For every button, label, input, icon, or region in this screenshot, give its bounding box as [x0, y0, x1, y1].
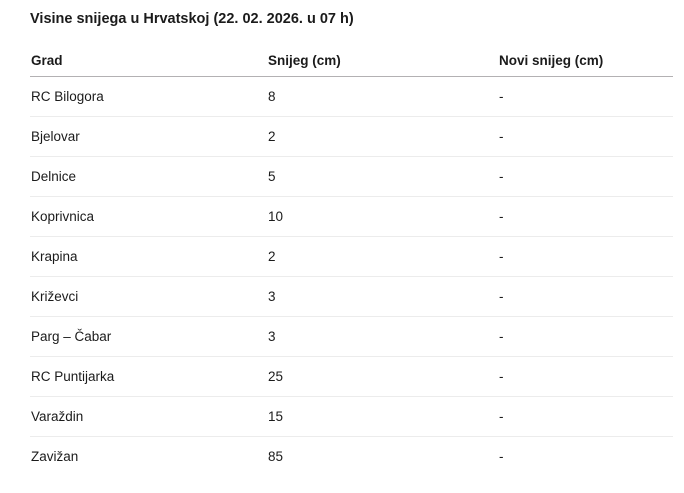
cell-snijeg: 2	[267, 116, 498, 157]
cell-grad: Krapina	[30, 236, 267, 277]
cell-grad: Parg – Čabar	[30, 316, 267, 357]
cell-grad: RC Puntijarka	[30, 356, 267, 397]
cell-novi-snijeg: -	[498, 156, 673, 197]
cell-novi-snijeg: -	[498, 116, 673, 157]
table-row: Križevci 3 -	[30, 276, 673, 317]
column-header-novi-snijeg: Novi snijeg (cm)	[498, 53, 673, 77]
page: Visine snijega u Hrvatskoj (22. 02. 2026…	[30, 11, 673, 476]
page-title: Visine snijega u Hrvatskoj (22. 02. 2026…	[30, 11, 354, 27]
table-row: Krapina 2 -	[30, 236, 673, 277]
table-row: Delnice 5 -	[30, 156, 673, 197]
cell-snijeg: 25	[267, 356, 498, 397]
cell-novi-snijeg: -	[498, 356, 673, 397]
table-row: Parg – Čabar 3 -	[30, 316, 673, 357]
table-row: Bjelovar 2 -	[30, 116, 673, 157]
column-header-snijeg: Snijeg (cm)	[267, 53, 498, 77]
table-row: Zavižan 85 -	[30, 437, 673, 477]
table-row: RC Puntijarka 25 -	[30, 356, 673, 397]
cell-novi-snijeg: -	[498, 396, 673, 437]
snow-heights-table: Grad Snijeg (cm) Novi snijeg (cm) RC Bil…	[30, 53, 673, 476]
table-header-row: Grad Snijeg (cm) Novi snijeg (cm)	[30, 53, 673, 77]
table-row: Koprivnica 10 -	[30, 196, 673, 237]
column-header-grad: Grad	[30, 53, 267, 77]
cell-snijeg: 15	[267, 396, 498, 437]
cell-snijeg: 2	[267, 236, 498, 277]
cell-grad: Varaždin	[30, 396, 267, 437]
cell-snijeg: 3	[267, 276, 498, 317]
cell-snijeg: 5	[267, 156, 498, 197]
cell-novi-snijeg: -	[498, 316, 673, 357]
cell-snijeg: 8	[267, 76, 498, 117]
cell-grad: Koprivnica	[30, 196, 267, 237]
cell-novi-snijeg: -	[499, 449, 504, 464]
cell-novi-snijeg: -	[498, 236, 673, 277]
cell-grad: Bjelovar	[30, 116, 267, 157]
cell-grad: Zavižan	[31, 449, 79, 464]
cell-snijeg: 85	[268, 449, 284, 464]
cell-novi-snijeg: -	[498, 196, 673, 237]
cell-snijeg: 3	[267, 316, 498, 357]
table-row: RC Bilogora 8 -	[30, 76, 673, 117]
cell-grad: Delnice	[30, 156, 267, 197]
cell-novi-snijeg: -	[498, 276, 673, 317]
table-row: Varaždin 15 -	[30, 396, 673, 437]
cell-novi-snijeg: -	[498, 76, 673, 117]
cell-grad: Križevci	[30, 276, 267, 317]
cell-snijeg: 10	[267, 196, 498, 237]
cell-grad: RC Bilogora	[30, 76, 267, 117]
